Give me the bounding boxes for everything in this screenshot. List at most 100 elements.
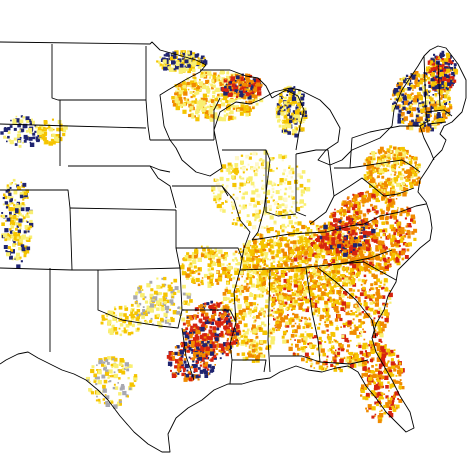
- density-cell: [166, 66, 170, 71]
- density-cell: [306, 228, 310, 232]
- density-cell: [299, 107, 302, 109]
- density-cell: [343, 291, 348, 296]
- density-cell: [209, 326, 213, 329]
- density-cell: [254, 265, 259, 270]
- density-cell: [337, 290, 342, 295]
- density-cell: [398, 385, 402, 389]
- density-cell: [316, 268, 321, 273]
- density-cell: [210, 321, 214, 325]
- density-cell: [315, 233, 319, 237]
- density-cell: [195, 98, 198, 101]
- density-cell: [159, 56, 162, 59]
- density-cell: [359, 231, 362, 235]
- density-cell: [181, 269, 184, 272]
- density-cell: [223, 254, 225, 257]
- density-cell: [353, 194, 357, 199]
- density-cell: [332, 213, 336, 218]
- density-cell: [332, 301, 335, 304]
- density-cell: [406, 212, 410, 216]
- density-cell: [341, 274, 345, 277]
- density-cell: [310, 327, 313, 329]
- density-cell: [375, 232, 381, 237]
- density-cell: [182, 284, 186, 289]
- density-cell: [207, 351, 211, 355]
- density-cell: [242, 267, 247, 271]
- density-cell: [329, 320, 333, 324]
- density-cell: [225, 286, 228, 289]
- density-cell: [404, 229, 407, 232]
- density-cell: [252, 83, 257, 88]
- density-cell: [309, 286, 313, 290]
- density-cell: [328, 296, 331, 300]
- density-cell: [317, 228, 320, 230]
- density-cell: [389, 301, 392, 304]
- density-cell: [360, 219, 365, 224]
- density-cell: [325, 358, 328, 361]
- density-cell: [406, 99, 409, 103]
- density-cell: [302, 326, 306, 329]
- density-cell: [230, 85, 234, 89]
- density-cell: [234, 250, 238, 254]
- density-cell: [411, 179, 416, 184]
- density-cell: [318, 243, 323, 247]
- density-cell: [187, 257, 192, 262]
- density-cell: [261, 280, 264, 284]
- density-cell: [254, 81, 257, 85]
- density-cell: [181, 81, 186, 85]
- density-cell: [382, 397, 385, 400]
- density-cell: [285, 259, 288, 262]
- density-cell: [208, 305, 213, 309]
- density-cell: [243, 335, 248, 340]
- density-cell: [278, 124, 282, 128]
- density-cell: [240, 335, 243, 338]
- density-cell: [309, 336, 312, 339]
- density-cell: [352, 193, 355, 196]
- density-cell: [271, 255, 275, 260]
- density-cell: [237, 105, 239, 107]
- density-cell: [318, 252, 322, 256]
- density-cell: [383, 262, 388, 266]
- density-cell: [181, 372, 185, 377]
- density-cell: [393, 163, 397, 167]
- density-cell: [197, 348, 200, 350]
- density-cell: [261, 321, 265, 325]
- density-cell: [375, 210, 379, 214]
- density-cell: [347, 312, 351, 316]
- density-cell: [180, 343, 185, 348]
- density-cell: [237, 306, 242, 310]
- density-cell: [193, 115, 196, 118]
- density-cell: [170, 317, 175, 323]
- density-cell: [331, 303, 335, 307]
- density-cell: [355, 194, 359, 198]
- density-cell: [307, 252, 313, 258]
- density-cell: [275, 310, 279, 314]
- density-cell: [324, 246, 329, 251]
- density-cell: [333, 284, 337, 288]
- density-cell: [385, 200, 388, 203]
- density-cell: [362, 292, 367, 296]
- density-cell: [224, 78, 227, 80]
- density-cell: [227, 321, 231, 325]
- density-cell: [275, 230, 278, 233]
- density-cell: [358, 247, 361, 250]
- density-cell: [189, 262, 192, 265]
- density-cell: [357, 296, 361, 300]
- density-cell: [210, 114, 215, 119]
- density-cell: [212, 84, 216, 88]
- density-cell: [348, 359, 352, 364]
- density-cell: [248, 79, 254, 85]
- density-cell: [294, 273, 299, 278]
- density-cell: [284, 254, 288, 258]
- density-cell: [316, 240, 319, 242]
- density-cell: [282, 296, 286, 300]
- density-cell: [322, 308, 326, 312]
- density-cell: [364, 350, 367, 353]
- density-cell: [362, 213, 367, 217]
- density-cell: [359, 243, 363, 247]
- density-cell: [405, 187, 409, 192]
- density-cell: [377, 199, 381, 203]
- density-cell: [225, 342, 230, 347]
- density-cell: [199, 370, 204, 374]
- density-cell: [365, 343, 367, 345]
- density-cell: [185, 310, 188, 313]
